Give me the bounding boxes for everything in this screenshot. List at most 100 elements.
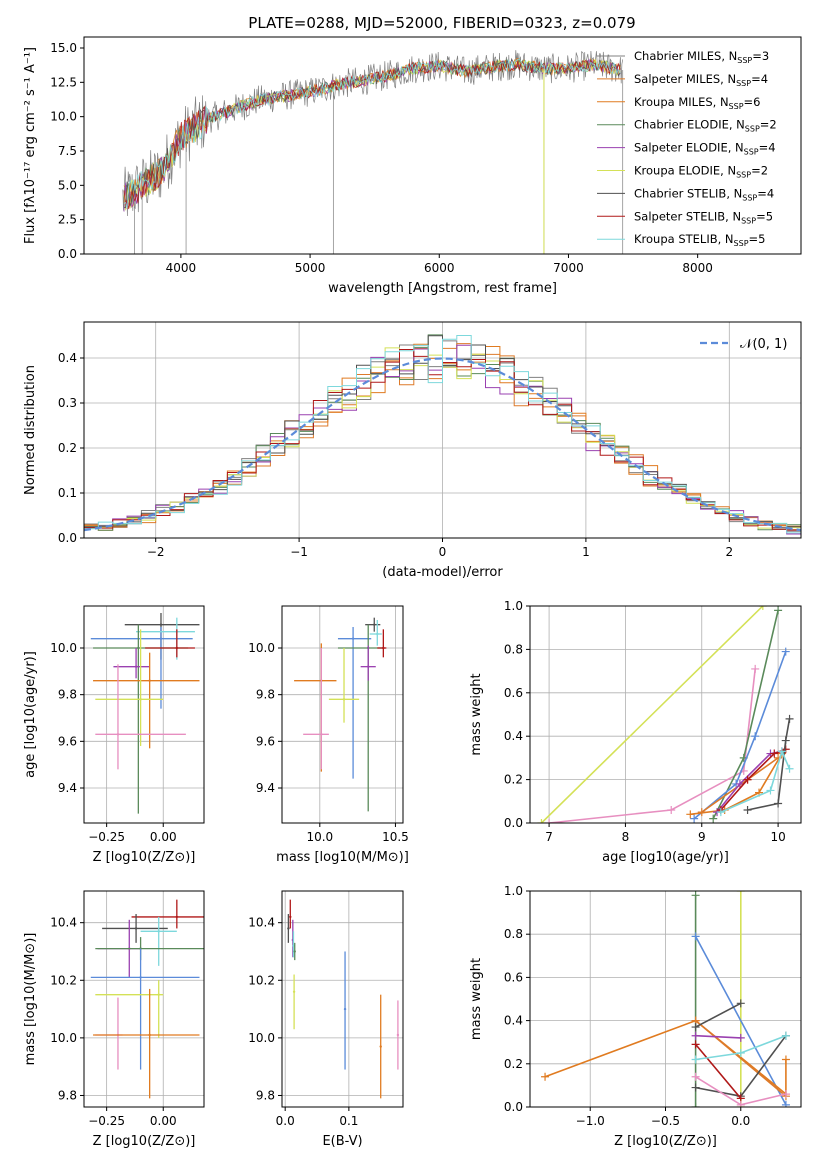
series-marker bbox=[545, 819, 554, 823]
y-tick-label: 0.0 bbox=[504, 816, 523, 830]
x-axis-label: E(B-V) bbox=[322, 1134, 362, 1149]
data-point bbox=[116, 733, 120, 736]
plot-area bbox=[122, 50, 624, 254]
x-tick-label: 10.5 bbox=[382, 830, 409, 844]
x-tick-label: 0.1 bbox=[339, 1114, 358, 1128]
series-line bbox=[694, 1043, 742, 1099]
x-tick-label: 9 bbox=[698, 830, 706, 844]
series-marker bbox=[691, 1055, 700, 1064]
series-marker bbox=[686, 810, 695, 819]
series-marker bbox=[781, 1100, 790, 1107]
panel-age-vs-mass: 10.0 10.5 9.4 9.6 9.8 10.0 mass [log10(M/M⊙)] bbox=[248, 605, 409, 865]
data-point bbox=[292, 990, 296, 993]
y-tick-label: 5.0 bbox=[58, 178, 77, 192]
data-point bbox=[292, 944, 295, 947]
y-tick-label: 0.2 bbox=[504, 1057, 523, 1071]
legend-label: 𝒩(0, 1) bbox=[740, 337, 787, 352]
x-tick-label: 8000 bbox=[682, 261, 713, 275]
series-marker bbox=[697, 808, 706, 817]
series-marker bbox=[691, 1072, 700, 1081]
series-marker bbox=[736, 1100, 745, 1107]
series-marker bbox=[766, 786, 775, 795]
series-line bbox=[695, 1019, 787, 1097]
y-tick-label: 15.0 bbox=[50, 41, 77, 55]
series-marker bbox=[541, 1072, 550, 1081]
y-tick-label: 7.5 bbox=[58, 144, 77, 158]
y-tick-label: 12.5 bbox=[50, 75, 77, 89]
series-marker bbox=[716, 808, 725, 817]
plot-area bbox=[84, 891, 204, 1107]
x-tick-label: 7 bbox=[545, 830, 553, 844]
x-tick-label: 10.0 bbox=[306, 830, 333, 844]
x-tick-label: 8 bbox=[622, 830, 630, 844]
series-marker bbox=[774, 606, 783, 615]
axes-frame bbox=[83, 890, 205, 1108]
series-line bbox=[712, 610, 779, 820]
y-tick-label: 0.2 bbox=[58, 441, 77, 455]
legend-label: Salpeter STELIB, NSSP=5 bbox=[634, 209, 773, 225]
y-tick-label: 0.8 bbox=[504, 927, 523, 941]
x-tick-label: 5000 bbox=[295, 261, 326, 275]
series-marker bbox=[751, 732, 760, 741]
x-axis-label: wavelength [Angstrom, rest frame] bbox=[328, 281, 557, 296]
y-tick-label: 0.3 bbox=[58, 396, 77, 410]
y-tick-label: 0.6 bbox=[504, 686, 523, 700]
series-marker bbox=[736, 891, 745, 895]
data-point bbox=[373, 623, 376, 626]
legend-label: Chabrier STELIB, NSSP=4 bbox=[634, 186, 774, 202]
data-point bbox=[157, 930, 160, 933]
y-tick-label: 0.4 bbox=[504, 729, 523, 743]
plot-area bbox=[282, 606, 403, 823]
series-marker bbox=[667, 805, 676, 814]
data-point bbox=[134, 665, 138, 668]
axes-container: 4000 5000 6000 7000 80000.02.55.07.510.012.5… bbox=[23, 36, 802, 1149]
series-marker bbox=[777, 747, 786, 756]
plot-area bbox=[530, 891, 801, 1107]
y-tick-label: 10.2 bbox=[248, 973, 275, 987]
data-point bbox=[137, 646, 140, 650]
y-axis-label: Normed distribution bbox=[23, 365, 38, 495]
data-point bbox=[148, 1033, 151, 1037]
y-tick-label: 2.5 bbox=[58, 213, 77, 227]
series-line bbox=[695, 1002, 742, 1028]
y-tick-label: 0.0 bbox=[58, 247, 77, 261]
y-tick-label: 10.0 bbox=[50, 1031, 77, 1045]
series-marker bbox=[781, 1090, 790, 1099]
data-point bbox=[342, 698, 346, 701]
y-tick-label: 0.0 bbox=[58, 531, 77, 545]
x-axis-label: Z [log10(Z/Z⊙)] bbox=[93, 850, 196, 865]
axes-frame bbox=[281, 605, 404, 824]
series-marker bbox=[691, 932, 700, 941]
series-marker bbox=[781, 1031, 790, 1040]
series-line bbox=[540, 606, 764, 823]
series-marker bbox=[743, 775, 752, 784]
y-axis-label: age [log10(age/yr)] bbox=[23, 651, 38, 778]
data-point bbox=[376, 632, 379, 636]
data-point bbox=[148, 679, 151, 682]
plot-area bbox=[84, 322, 801, 538]
series-marker bbox=[736, 1033, 745, 1042]
y-tick-label: 0.4 bbox=[504, 1014, 523, 1028]
x-tick-label: 0.0 bbox=[731, 1114, 750, 1128]
data-point bbox=[320, 733, 323, 736]
data-point bbox=[159, 637, 163, 640]
data-point bbox=[157, 993, 160, 996]
data-point bbox=[367, 665, 370, 668]
plot-area bbox=[84, 606, 204, 823]
x-tick-label: 0.00 bbox=[150, 1114, 177, 1128]
y-tick-label: 10.0 bbox=[248, 1031, 275, 1045]
figure-title: PLATE=0288, MJD=52000, FIBERID=0323, z=0… bbox=[248, 14, 635, 32]
series-line bbox=[695, 1034, 741, 1039]
y-tick-label: 1.0 bbox=[504, 599, 523, 613]
series-marker bbox=[537, 819, 546, 823]
panel-mass-vs-Z: −0.25 0.00 9.8 10.0 10.2 10.4 Z [log10(Z/Z⊙)] m… bbox=[23, 890, 205, 1149]
y-tick-label: 0.0 bbox=[504, 1100, 523, 1114]
legend-label: Kroupa ELODIE, NSSP=2 bbox=[634, 164, 768, 180]
series-marker bbox=[691, 1103, 700, 1107]
series-marker bbox=[743, 805, 752, 814]
panel-weight-vs-age: 7 8 9 10 0.0 0.2 0.4 0.6 0.8 1.0 age [log10(age/yr… bbox=[469, 599, 802, 865]
legend-label: Kroupa MILES, NSSP=6 bbox=[634, 95, 760, 111]
legend-label: Salpeter MILES, NSSP=4 bbox=[634, 72, 768, 88]
y-tick-label: 0.6 bbox=[504, 970, 523, 984]
x-tick-label: −0.5 bbox=[651, 1114, 680, 1128]
